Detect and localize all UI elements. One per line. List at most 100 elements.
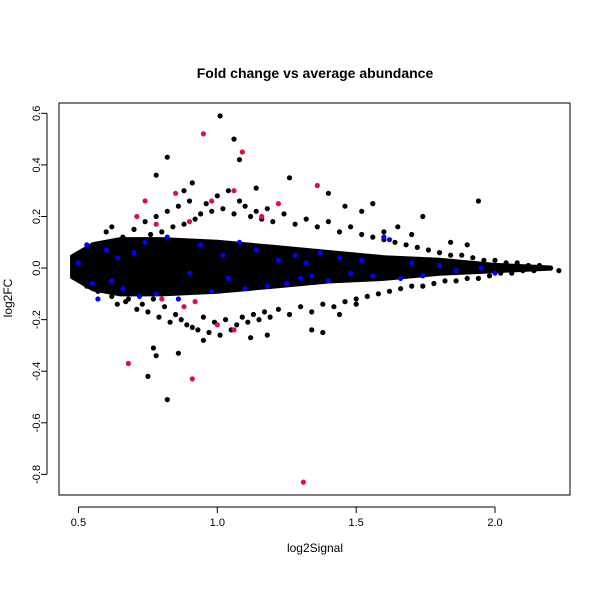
- data-point: [200, 337, 206, 343]
- x-tick-label: 1.0: [210, 517, 225, 529]
- data-point: [425, 247, 431, 253]
- data-point: [253, 185, 259, 191]
- data-point: [189, 324, 195, 330]
- data-point: [253, 247, 259, 253]
- data-point: [173, 190, 179, 196]
- x-axis-label: log2Signal: [287, 541, 343, 555]
- data-point: [242, 203, 248, 209]
- data-point: [195, 327, 201, 333]
- data-point: [206, 329, 212, 336]
- data-point: [256, 317, 262, 323]
- data-point: [420, 283, 426, 289]
- data-point: [556, 268, 562, 274]
- data-point: [103, 247, 109, 253]
- data-point: [264, 283, 270, 289]
- data-point: [248, 213, 254, 220]
- data-point: [242, 286, 248, 292]
- data-point: [492, 257, 498, 263]
- data-point: [348, 270, 354, 276]
- data-point: [261, 309, 268, 315]
- data-point: [236, 239, 243, 245]
- data-point: [309, 309, 315, 315]
- data-point: [95, 288, 101, 294]
- data-point: [381, 234, 387, 240]
- data-point: [464, 275, 470, 281]
- data-point: [475, 198, 481, 204]
- data-point: [275, 201, 281, 207]
- data-point: [103, 229, 109, 235]
- data-point: [436, 250, 443, 256]
- data-point: [286, 175, 293, 181]
- data-point: [275, 306, 281, 312]
- y-axis-label: log2FC: [1, 278, 15, 317]
- data-point: [150, 345, 156, 351]
- data-point: [109, 278, 115, 284]
- data-point: [536, 262, 543, 269]
- data-point: [320, 301, 326, 307]
- data-point: [453, 278, 459, 284]
- data-point: [234, 322, 240, 328]
- data-point: [142, 219, 148, 225]
- data-point: [264, 206, 270, 212]
- data-point: [420, 273, 426, 279]
- data-point: [214, 322, 220, 328]
- data-point: [220, 206, 226, 212]
- data-point: [70, 260, 76, 266]
- data-point: [153, 221, 159, 227]
- data-point: [395, 224, 401, 230]
- data-point: [359, 257, 365, 263]
- data-point: [181, 304, 187, 310]
- data-point: [281, 211, 287, 217]
- data-point: [167, 319, 173, 325]
- data-point: [453, 268, 459, 274]
- data-point: [459, 252, 465, 258]
- data-point: [503, 260, 509, 266]
- data-point: [303, 260, 309, 266]
- data-point: [84, 283, 90, 289]
- data-point: [248, 335, 254, 341]
- y-tick-label: 0.6: [31, 106, 43, 121]
- data-point: [198, 211, 204, 217]
- data-point: [86, 257, 93, 263]
- data-point: [164, 234, 170, 240]
- data-point: [231, 188, 237, 194]
- data-point: [392, 239, 398, 245]
- x-tick-label: 2.0: [487, 517, 502, 529]
- data-point: [286, 311, 293, 318]
- data-point: [150, 296, 156, 302]
- data-point: [498, 270, 504, 276]
- data-point: [175, 296, 181, 302]
- data-point: [148, 231, 154, 238]
- data-point: [164, 397, 170, 403]
- data-point: [548, 265, 554, 271]
- data-point: [98, 252, 104, 258]
- data-point: [292, 252, 298, 258]
- data-point: [448, 239, 454, 245]
- data-point: [209, 288, 215, 294]
- data-point: [78, 278, 84, 284]
- data-point: [128, 291, 134, 297]
- data-point: [370, 201, 376, 207]
- data-point: [325, 219, 331, 225]
- data-point: [409, 231, 415, 238]
- data-point: [409, 283, 415, 289]
- data-point: [336, 311, 343, 318]
- data-point: [209, 208, 215, 214]
- data-point: [370, 234, 376, 240]
- data-point: [95, 296, 101, 302]
- data-point: [192, 216, 198, 222]
- data-point: [84, 242, 90, 248]
- data-point: [73, 273, 79, 279]
- data-point: [464, 242, 470, 248]
- data-point: [492, 270, 498, 276]
- data-point: [153, 291, 159, 297]
- data-point: [156, 314, 162, 320]
- data-point: [267, 314, 273, 320]
- data-point: [153, 172, 159, 178]
- data-point: [250, 311, 256, 318]
- data-point: [114, 301, 120, 307]
- data-point: [325, 190, 331, 196]
- x-tick-label: 1.5: [349, 517, 364, 529]
- data-point: [292, 221, 298, 227]
- data-point: [214, 193, 220, 199]
